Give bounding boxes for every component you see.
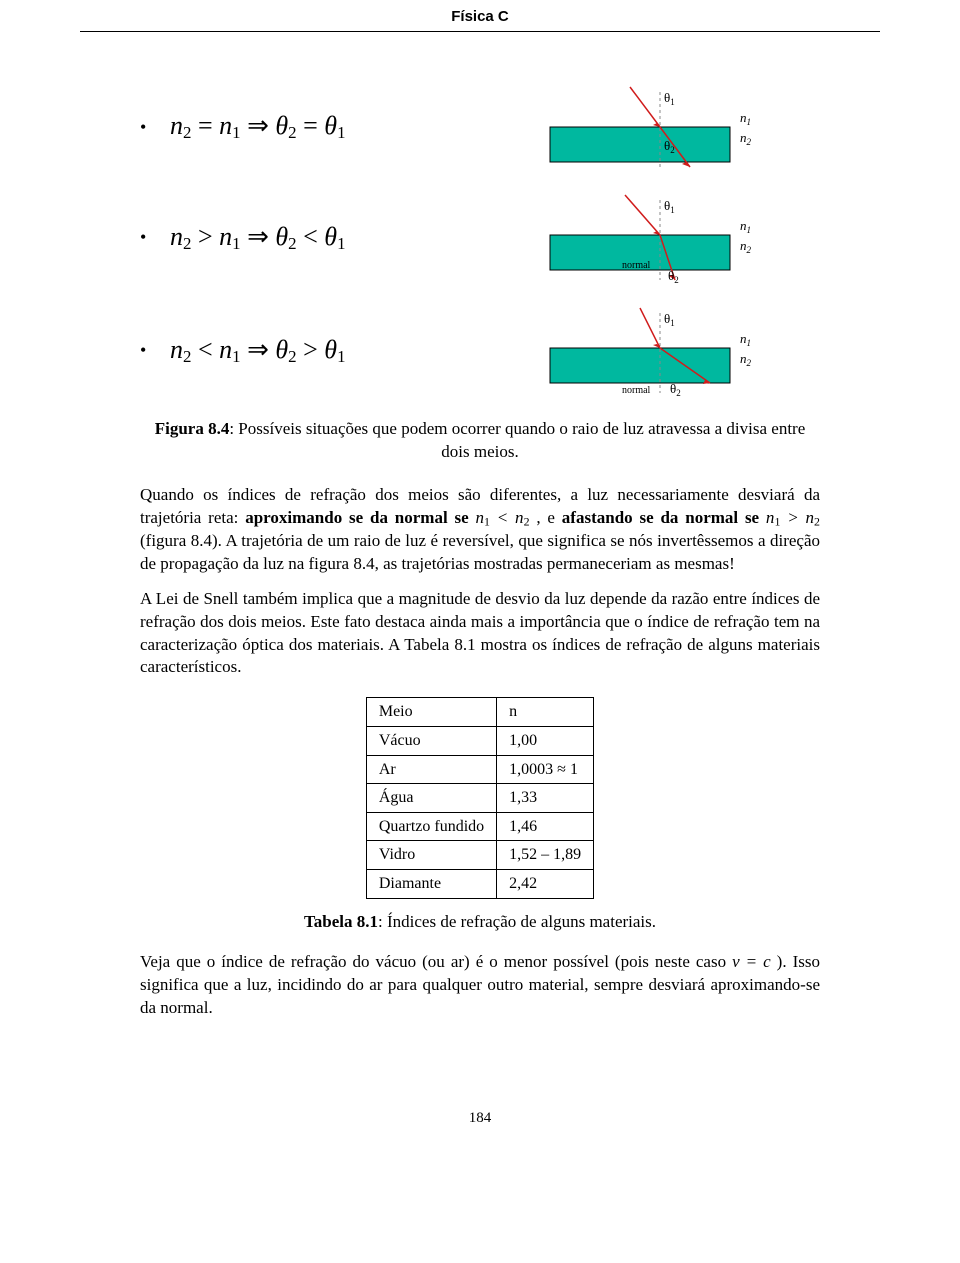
figure-8-4-caption: Figura 8.4: Possíveis situações que pode…: [140, 418, 820, 464]
svg-text:n2: n2: [740, 351, 752, 368]
header-rule: [80, 31, 880, 32]
table-label: Tabela 8.1: [304, 912, 378, 931]
svg-text:normal: normal: [622, 260, 651, 271]
table-caption-text: : Índices de refração de alguns materiai…: [378, 912, 656, 931]
case-row-2: • n2 > n1 ⇒ θ2 < θ1 normal θ1 θ2 n1: [140, 190, 820, 285]
paragraph-1: Quando os índices de refração dos meios …: [140, 484, 820, 576]
case-row-1: • n2 = n1 ⇒ θ2 = θ1 θ1 θ2 n1 n2: [140, 82, 820, 172]
svg-text:n2: n2: [740, 130, 752, 147]
col-header-medium: Meio: [366, 698, 496, 727]
svg-text:θ1: θ1: [664, 311, 675, 328]
bullet: •: [140, 338, 170, 362]
case-3-equation: n2 < n1 ⇒ θ2 > θ1: [170, 332, 530, 369]
svg-text:θ2: θ2: [668, 268, 679, 285]
case-2-svg: normal θ1 θ2 n1 n2: [530, 190, 780, 285]
paragraph-3: Veja que o índice de refração do vácuo (…: [140, 951, 820, 1020]
table-header-row: Meio n: [366, 698, 593, 727]
bullet: •: [140, 115, 170, 139]
figure-label: Figura 8.4: [155, 419, 230, 438]
case-2-equation: n2 > n1 ⇒ θ2 < θ1: [170, 219, 530, 256]
svg-text:n2: n2: [740, 238, 752, 255]
case-3-svg: normal θ1 θ2 n1 n2: [530, 303, 780, 398]
svg-text:n1: n1: [740, 110, 751, 127]
table-row: Água1,33: [366, 784, 593, 813]
case-1-svg: θ1 θ2 n1 n2: [530, 82, 780, 172]
case-2-diagram: normal θ1 θ2 n1 n2: [530, 190, 780, 285]
table-row: Diamante2,42: [366, 869, 593, 898]
refraction-index-table: Meio n Vácuo1,00 Ar1,0003 ≈ 1 Água1,33 Q…: [366, 697, 594, 898]
refraction-cases: • n2 = n1 ⇒ θ2 = θ1 θ1 θ2 n1 n2: [140, 82, 820, 398]
case-1-diagram: θ1 θ2 n1 n2: [530, 82, 780, 172]
case-row-3: • n2 < n1 ⇒ θ2 > θ1 normal θ1 θ2 n1: [140, 303, 820, 398]
page-number: 184: [0, 1110, 960, 1127]
case-1-equation: n2 = n1 ⇒ θ2 = θ1: [170, 108, 530, 145]
svg-text:θ1: θ1: [664, 90, 675, 107]
case-3-diagram: normal θ1 θ2 n1 n2: [530, 303, 780, 398]
bullet: •: [140, 225, 170, 249]
svg-text:n1: n1: [740, 331, 751, 348]
figure-caption-text: : Possíveis situações que podem ocorrer …: [229, 419, 805, 461]
col-header-n: n: [497, 698, 594, 727]
svg-text:θ1: θ1: [664, 198, 675, 215]
paragraph-2: A Lei de Snell também implica que a magn…: [140, 588, 820, 680]
page: Física C • n2 = n1 ⇒ θ2 = θ1 θ1 θ2: [0, 0, 960, 1167]
table-row: Vácuo1,00: [366, 726, 593, 755]
page-header-title: Física C: [0, 0, 960, 31]
table-row: Quartzo fundido1,46: [366, 812, 593, 841]
svg-text:normal: normal: [622, 385, 651, 396]
table-row: Vidro1,52 – 1,89: [366, 841, 593, 870]
svg-text:θ2: θ2: [670, 381, 681, 398]
table-8-1-caption: Tabela 8.1: Índices de refração de algun…: [140, 911, 820, 934]
table-row: Ar1,0003 ≈ 1: [366, 755, 593, 784]
content: • n2 = n1 ⇒ θ2 = θ1 θ1 θ2 n1 n2: [140, 82, 820, 1020]
svg-text:n1: n1: [740, 218, 751, 235]
